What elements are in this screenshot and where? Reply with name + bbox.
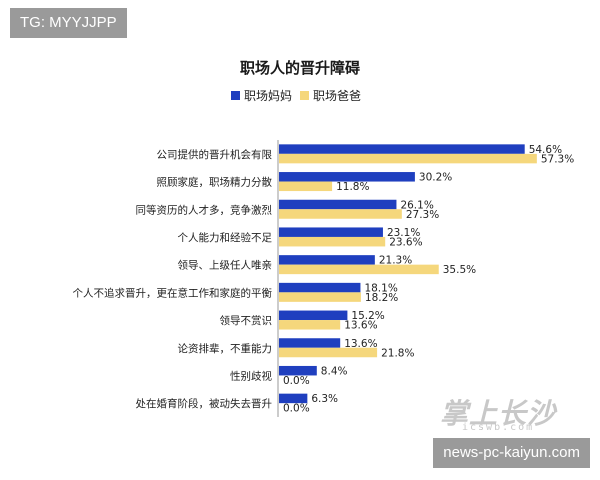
data-label-dad: 23.6% — [389, 236, 422, 248]
legend-label-dad: 职场爸爸 — [313, 89, 361, 103]
data-label-mom: 6.3% — [311, 393, 338, 405]
data-label-dad: 0.0% — [283, 403, 310, 415]
data-label-dad: 13.6% — [344, 320, 377, 332]
legend-swatch-dad — [300, 91, 309, 100]
bar-dad — [279, 347, 378, 358]
data-label-mom: 23.1% — [387, 227, 420, 239]
bar-dad — [279, 264, 439, 275]
bar-mom — [279, 144, 525, 154]
category-label: 领导、上级任人唯亲 — [178, 259, 273, 272]
bar-dad — [279, 292, 361, 302]
category-label: 处在婚育阶段，被动失去晋升 — [136, 397, 273, 410]
bar-dad — [279, 181, 333, 192]
bar-mom — [279, 310, 348, 321]
bar-dad — [279, 209, 402, 219]
data-label-mom: 30.2% — [419, 172, 452, 184]
chart-title: 职场人的晋升障碍 — [240, 59, 360, 77]
data-label-dad: 0.0% — [283, 375, 310, 387]
data-label-mom: 21.3% — [379, 255, 412, 267]
category-label: 照顾家庭，职场精力分散 — [157, 176, 273, 189]
category-label: 性别歧视 — [230, 369, 272, 382]
bar-mom — [279, 393, 308, 404]
bar-dad — [279, 153, 537, 164]
category-label: 个人能力和经验不足 — [178, 231, 273, 244]
data-label-mom: 18.1% — [364, 282, 397, 294]
data-label-mom: 54.6% — [529, 144, 562, 156]
data-label-dad: 57.3% — [541, 153, 574, 165]
category-label: 个人不追求晋升，更在意工作和家庭的平衡 — [73, 286, 273, 299]
watermark-logo: 掌上长沙 — [440, 397, 557, 430]
bar-mom — [279, 365, 317, 376]
legend-swatch-mom — [231, 91, 240, 100]
legend-label-mom: 职场妈妈 — [244, 89, 292, 103]
category-label: 论资排辈，不重能力 — [178, 342, 273, 355]
category-label: 领导不赏识 — [220, 314, 273, 327]
bar-mom — [279, 172, 415, 182]
bottom-tag: news-pc-kaiyun.com — [433, 438, 590, 468]
data-label-mom: 13.6% — [344, 338, 377, 350]
data-label-dad: 18.2% — [365, 292, 398, 304]
bar-mom — [279, 199, 397, 210]
top-tag: TG: MYYJJPP — [10, 8, 127, 38]
category-label: 同等资历的人才多，竞争激烈 — [136, 203, 273, 216]
data-label-dad: 11.8% — [336, 181, 369, 193]
data-label-mom: 8.4% — [321, 365, 348, 377]
data-label-dad: 35.5% — [443, 264, 476, 276]
category-label: 公司提供的晋升机会有限 — [157, 148, 273, 161]
bar-mom — [279, 338, 341, 348]
bar-dad — [279, 320, 341, 330]
bar-mom — [279, 282, 361, 293]
bar-mom — [279, 227, 383, 237]
watermark-url: icswb.com — [462, 422, 535, 433]
bar-mom — [279, 255, 375, 265]
data-label-dad: 27.3% — [406, 209, 439, 221]
data-label-mom: 26.1% — [400, 199, 433, 211]
bar-dad — [279, 236, 386, 247]
data-label-mom: 15.2% — [351, 310, 384, 322]
data-label-dad: 21.8% — [381, 347, 414, 359]
